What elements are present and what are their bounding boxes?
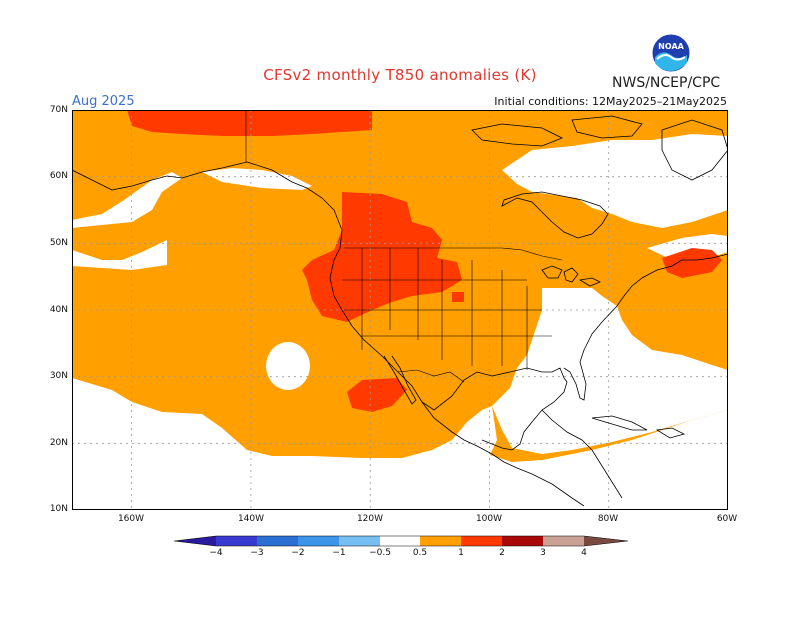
neutral-regions bbox=[72, 134, 728, 510]
colorbar-cell-minus3-minus2 bbox=[257, 536, 298, 546]
colorbar-cell-minus1-minus0p5 bbox=[339, 536, 380, 546]
colorbar-cell-above-4 bbox=[584, 536, 628, 546]
colorbar-cell-1-2 bbox=[461, 536, 502, 546]
colorbar-cell-2-3 bbox=[502, 536, 543, 546]
anomaly-field-1-2 bbox=[127, 110, 722, 412]
lon-label-160w: 160W bbox=[117, 514, 145, 524]
political-borders bbox=[245, 110, 563, 383]
colorbar-label-minus0p5: −0.5 bbox=[369, 548, 391, 558]
map-title: CFSv2 monthly T850 anomalies (K) bbox=[263, 66, 537, 84]
lat-label-60n: 60N bbox=[49, 171, 68, 181]
colorbar-cell-minus4-minus3 bbox=[216, 536, 257, 546]
lat-label-20n: 20N bbox=[49, 438, 68, 448]
colorbar-label-minus1: −1 bbox=[332, 548, 346, 558]
lon-label-60w: 60W bbox=[716, 514, 738, 524]
anomaly-map bbox=[72, 110, 728, 510]
colorbar-cell-0p5-1 bbox=[420, 536, 461, 546]
lat-label-50n: 50N bbox=[49, 238, 68, 248]
lat-label-10n: 10N bbox=[49, 504, 68, 514]
colorbar-label-minus4: −4 bbox=[209, 548, 223, 558]
colorbar-cell-neutral bbox=[380, 536, 420, 546]
lat-label-40n: 40N bbox=[49, 305, 68, 315]
colorbar-label-1: 1 bbox=[458, 548, 464, 558]
map-frame bbox=[72, 110, 728, 510]
colorbar-cell-3-4 bbox=[543, 536, 584, 546]
colorbar-cell-minus2-minus1 bbox=[298, 536, 339, 546]
colorbar-label-minus2: −2 bbox=[291, 548, 305, 558]
colorbar-label-3: 3 bbox=[540, 548, 546, 558]
lat-label-70n: 70N bbox=[49, 105, 68, 115]
lon-label-100w: 100W bbox=[475, 514, 503, 524]
coastlines bbox=[72, 115, 728, 507]
lon-label-140w: 140W bbox=[237, 514, 265, 524]
colorbar bbox=[174, 535, 628, 547]
colorbar-cell-below-minus4 bbox=[174, 536, 216, 546]
colorbar-label-0p5: 0.5 bbox=[412, 548, 428, 558]
noaa-logo: NOAA bbox=[651, 33, 691, 73]
lon-label-80w: 80W bbox=[597, 514, 619, 524]
lon-label-120w: 120W bbox=[356, 514, 384, 524]
colorbar-label-2: 2 bbox=[499, 548, 505, 558]
colorbar-label-minus3: −3 bbox=[250, 548, 264, 558]
agency-label: NWS/NCEP/CPC bbox=[612, 75, 721, 91]
colorbar-label-4: 4 bbox=[581, 548, 587, 558]
svg-text:NOAA: NOAA bbox=[658, 42, 684, 51]
initial-conditions-label: Initial conditions: 12May2025–21May2025 bbox=[494, 95, 727, 108]
forecast-month-label: Aug 2025 bbox=[72, 94, 135, 109]
lat-label-30n: 30N bbox=[49, 371, 68, 381]
